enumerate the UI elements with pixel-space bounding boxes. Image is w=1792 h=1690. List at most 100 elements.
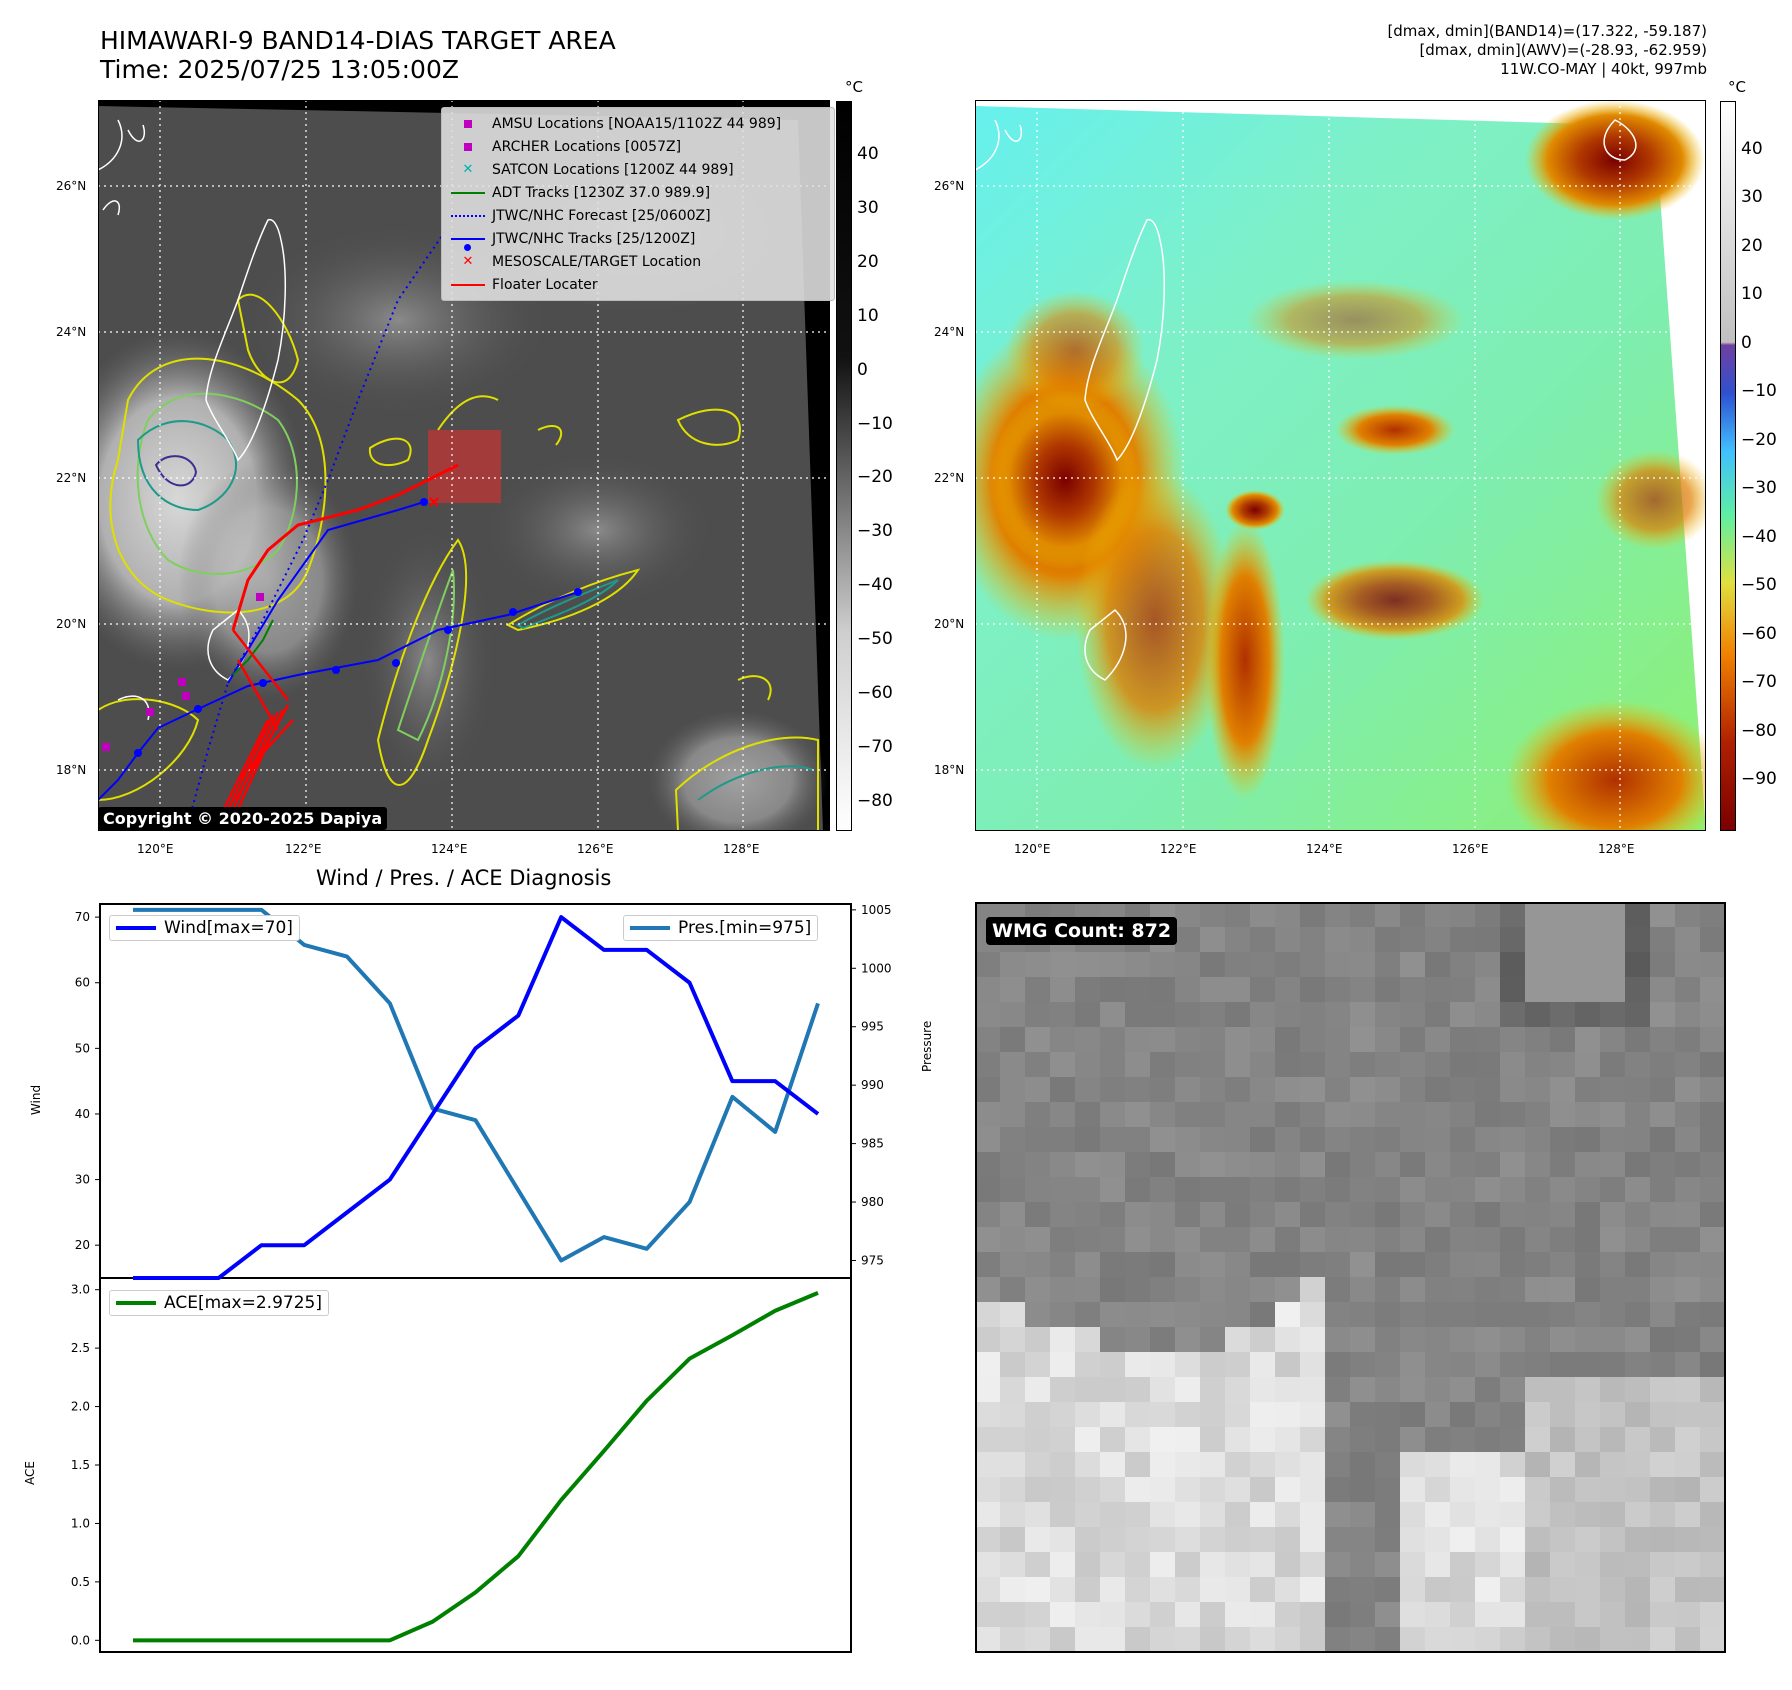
wmg-pixel — [1450, 927, 1476, 953]
wmg-pixel — [1175, 1477, 1201, 1503]
wmg-pixel — [1175, 1052, 1201, 1078]
colorbar-tick-label: −20 — [1741, 429, 1777, 450]
wmg-pixel — [975, 1302, 1001, 1328]
wmg-pixel — [1125, 1277, 1151, 1303]
wmg-pixel — [1000, 1127, 1026, 1153]
wmg-pixel — [1525, 1502, 1551, 1528]
wmg-pixel — [1325, 1502, 1351, 1528]
ace-axis-label: ACE — [23, 1461, 37, 1485]
line-icon — [450, 283, 486, 286]
wmg-pixel — [1400, 1202, 1426, 1228]
wmg-pixel — [1125, 1402, 1151, 1428]
wmg-pixel — [1000, 1302, 1026, 1328]
wmg-pixel — [1600, 1052, 1626, 1078]
wmg-pixel — [1300, 1127, 1326, 1153]
wmg-pixel — [1150, 952, 1176, 978]
wmg-pixel — [1175, 1177, 1201, 1203]
wmg-pixel — [1175, 1127, 1201, 1153]
wmg-pixel — [1375, 1252, 1401, 1278]
legend-label: Floater Locater — [492, 276, 598, 293]
coastlines — [975, 119, 1637, 681]
wmg-pixel — [1200, 1052, 1226, 1078]
legend-label: SATCON Locations [1200Z 44 989] — [492, 161, 734, 178]
wmg-pixel — [1025, 1327, 1051, 1353]
wmg-pixel — [1575, 1627, 1601, 1653]
wmg-pixel — [1175, 1552, 1201, 1578]
wmg-pixel — [1600, 1402, 1626, 1428]
wmg-pixel — [1075, 1227, 1101, 1253]
wmg-pixel — [1250, 1152, 1276, 1178]
wmg-pixel — [1100, 1427, 1126, 1453]
wmg-pixel — [975, 977, 1001, 1003]
wmg-pixel — [1000, 1527, 1026, 1553]
wmg-pixel — [1650, 1427, 1676, 1453]
wmg-pixel — [1575, 1502, 1601, 1528]
wmg-pixel — [1125, 1077, 1151, 1103]
wmg-pixel — [1575, 1427, 1601, 1453]
wmg-pixel — [1200, 1177, 1226, 1203]
wmg-pixel — [1200, 1077, 1226, 1103]
lon-label: 120°E — [1014, 842, 1051, 856]
ace-tick-label: 0.0 — [71, 1633, 90, 1647]
wmg-pixel — [1450, 1127, 1476, 1153]
wmg-pixel — [1350, 1552, 1376, 1578]
wmg-pixel — [1350, 1402, 1376, 1428]
wmg-pixel — [1650, 1152, 1676, 1178]
wmg-pixel — [1525, 1302, 1551, 1328]
colorbar-tick-label: −60 — [857, 683, 893, 704]
wmg-pixel — [1250, 952, 1276, 978]
wmg-pixel — [1250, 927, 1276, 953]
wmg-pixel — [1150, 1402, 1176, 1428]
wmg-pixel — [1400, 1227, 1426, 1253]
wmg-pixel — [1200, 1227, 1226, 1253]
wmg-pixel — [1475, 1627, 1501, 1653]
wmg-pixel — [1175, 1577, 1201, 1603]
wmg-pixel — [1700, 1427, 1726, 1453]
wmg-pixel — [1650, 1052, 1676, 1078]
wmg-pixel — [1575, 1377, 1601, 1403]
wmg-pixel — [1500, 1027, 1526, 1053]
wmg-pixel — [1100, 1127, 1126, 1153]
wmg-pixel — [1650, 952, 1676, 978]
wmg-pixel — [1125, 1202, 1151, 1228]
wmg-pixel — [1225, 1252, 1251, 1278]
wmg-pixel — [1400, 1577, 1426, 1603]
wmg-pixel — [1200, 1252, 1226, 1278]
wmg-pixel — [1375, 1452, 1401, 1478]
wmg-pixel — [975, 1352, 1001, 1378]
wmg-pixel — [1675, 1202, 1701, 1228]
wmg-pixel — [1075, 1402, 1101, 1428]
wmg-pixel — [1175, 1202, 1201, 1228]
wmg-pixel — [1500, 1002, 1526, 1028]
wmg-pixel — [1425, 927, 1451, 953]
wmg-pixel — [1200, 1277, 1226, 1303]
wmg-pixel — [1025, 1527, 1051, 1553]
wmg-pixel — [1225, 1327, 1251, 1353]
wmg-pixel — [1450, 1277, 1476, 1303]
wmg-pixel — [1650, 1627, 1676, 1653]
wind-tick-label: 40 — [75, 1107, 90, 1121]
wmg-pixel — [1300, 1252, 1326, 1278]
wmg-pixel — [1375, 1052, 1401, 1078]
wmg-pixel — [1425, 1102, 1451, 1128]
wmg-pixel — [1325, 1452, 1351, 1478]
wmg-pixel — [1600, 1577, 1626, 1603]
wmg-pixel — [1050, 1227, 1076, 1253]
ace-legend: ACE[max=2.9725] — [109, 1290, 329, 1316]
colorbar-tick-label: −30 — [857, 521, 893, 542]
wmg-pixel — [1100, 1177, 1126, 1203]
wmg-pixel — [1700, 1552, 1726, 1578]
wmg-pixel — [1275, 1302, 1301, 1328]
wmg-pixel — [1450, 1177, 1476, 1203]
wmg-pixel — [1400, 927, 1426, 953]
wmg-pixel — [1150, 1152, 1176, 1178]
wmg-pixel — [1075, 1152, 1101, 1178]
wmg-pixel — [1375, 1327, 1401, 1353]
wmg-pixel — [1300, 1077, 1326, 1103]
wmg-pixel — [1500, 1152, 1526, 1178]
wmg-pixel — [1425, 1502, 1451, 1528]
wmg-pixel — [1150, 1002, 1176, 1028]
wmg-pixel — [1200, 902, 1226, 928]
wmg-pixel — [1000, 977, 1026, 1003]
wmg-pixel — [1075, 1602, 1101, 1628]
